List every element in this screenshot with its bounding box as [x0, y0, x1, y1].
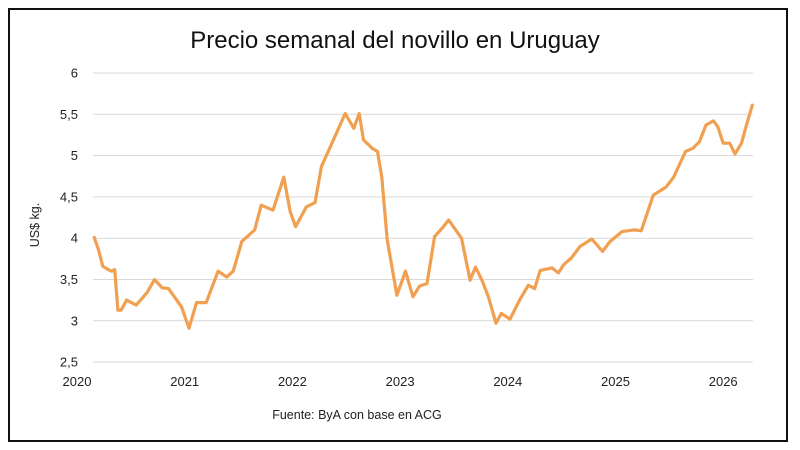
- x-tick-label: 2022: [278, 374, 307, 389]
- x-tick-label: 2021: [170, 374, 199, 389]
- chart-title: Precio semanal del novillo en Uruguay: [190, 27, 600, 54]
- x-tick-label: 2020: [63, 374, 92, 389]
- chart-source: Fuente: ByA con base en ACG: [272, 408, 442, 422]
- y-tick-label: 3,5: [60, 272, 78, 287]
- x-tick-label: 2025: [601, 374, 630, 389]
- y-tick-label: 3: [71, 313, 78, 328]
- y-tick-label: 4,5: [60, 189, 78, 204]
- y-tick-label: 5: [71, 148, 78, 163]
- x-tick-label: 2026: [709, 374, 738, 389]
- y-tick-label: 5,5: [60, 107, 78, 122]
- y-tick-label: 6: [71, 66, 78, 81]
- price-line: [92, 103, 754, 330]
- x-tick-label: 2023: [386, 374, 415, 389]
- chart-frame: [8, 8, 788, 442]
- y-tick-label: 4: [71, 231, 78, 246]
- x-tick-label: 2024: [493, 374, 522, 389]
- y-tick-label: 2,5: [60, 355, 78, 370]
